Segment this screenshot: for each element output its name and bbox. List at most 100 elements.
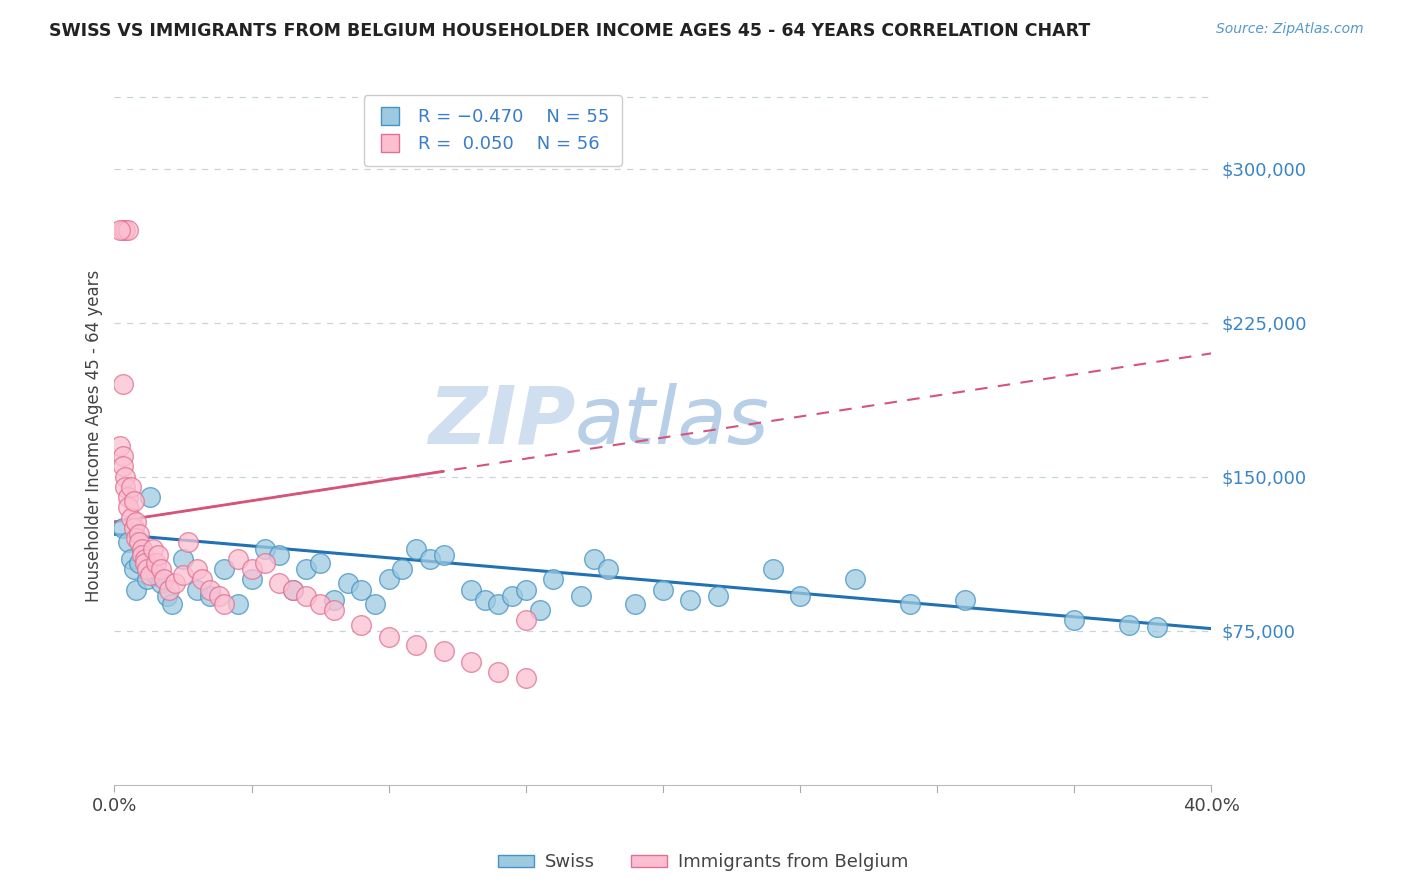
Point [391,562,413,576]
Point [309,556,332,570]
Point [139,568,162,582]
Point [128,527,150,541]
Point [254,541,277,556]
Point [515,614,537,628]
Point [145,568,167,582]
Point [267,576,290,591]
Point [155,589,177,603]
Point [432,548,454,562]
Point [254,556,277,570]
Point [148,548,170,562]
Point [377,630,399,644]
Point [207,589,229,603]
Point [322,593,344,607]
Point [111,449,134,463]
Point [240,562,263,576]
Point [226,551,249,566]
Point [295,562,318,576]
Point [191,572,214,586]
Point [108,439,131,453]
Point [136,562,159,576]
Point [111,223,134,237]
Point [134,551,156,566]
Point [569,589,592,603]
Point [281,582,304,597]
Point [460,655,482,669]
Point [529,603,551,617]
Point [501,589,523,603]
Point [953,593,976,607]
Point [152,572,174,586]
Point [111,377,134,392]
Text: SWISS VS IMMIGRANTS FROM BELGIUM HOUSEHOLDER INCOME AGES 45 - 64 YEARS CORRELATI: SWISS VS IMMIGRANTS FROM BELGIUM HOUSEHO… [49,22,1091,40]
Point [350,617,373,632]
Point [226,597,249,611]
Text: atlas: atlas [575,383,770,460]
Point [405,638,427,652]
Point [157,582,180,597]
Point [108,223,131,237]
Point [128,556,150,570]
Point [789,589,811,603]
Point [583,551,606,566]
Point [624,597,647,611]
Point [186,582,208,597]
Text: Source: ZipAtlas.com: Source: ZipAtlas.com [1216,22,1364,37]
Point [200,589,222,603]
Point [419,551,441,566]
Point [212,562,235,576]
Point [122,494,145,508]
Point [136,572,159,586]
Point [707,589,730,603]
Text: ZIP: ZIP [427,383,575,460]
Point [120,480,142,494]
Point [139,490,162,504]
Point [128,535,150,549]
Point [150,576,173,591]
Point [486,665,509,679]
Point [111,459,134,474]
Point [405,541,427,556]
Point [114,469,136,483]
Point [281,582,304,597]
Point [651,582,673,597]
Point [186,562,208,576]
Point [114,223,136,237]
Point [117,223,139,237]
Point [163,576,186,591]
Point [898,597,921,611]
Point [125,531,148,545]
Point [1118,617,1140,632]
Y-axis label: Householder Income Ages 45 - 64 years: Householder Income Ages 45 - 64 years [86,269,103,602]
Point [122,562,145,576]
Point [150,562,173,576]
Point [131,541,153,556]
Point [515,671,537,685]
Point [322,603,344,617]
Point [114,480,136,494]
Point [541,572,564,586]
Point [172,551,194,566]
Point [309,597,332,611]
Point [1063,614,1085,628]
Point [240,572,263,586]
Point [117,490,139,504]
Point [295,589,318,603]
Point [160,597,183,611]
Point [1146,619,1168,633]
Point [267,548,290,562]
Point [131,548,153,562]
Point [460,582,482,597]
Point [486,597,509,611]
Point [474,593,496,607]
Point [350,582,373,597]
Point [117,535,139,549]
Point [145,556,167,570]
Point [111,521,134,535]
Point [336,576,359,591]
Point [364,597,387,611]
Legend: R = −0.470    N = 55, R =  0.050    N = 56: R = −0.470 N = 55, R = 0.050 N = 56 [364,95,621,166]
Point [377,572,399,586]
Point [172,568,194,582]
Point [120,551,142,566]
